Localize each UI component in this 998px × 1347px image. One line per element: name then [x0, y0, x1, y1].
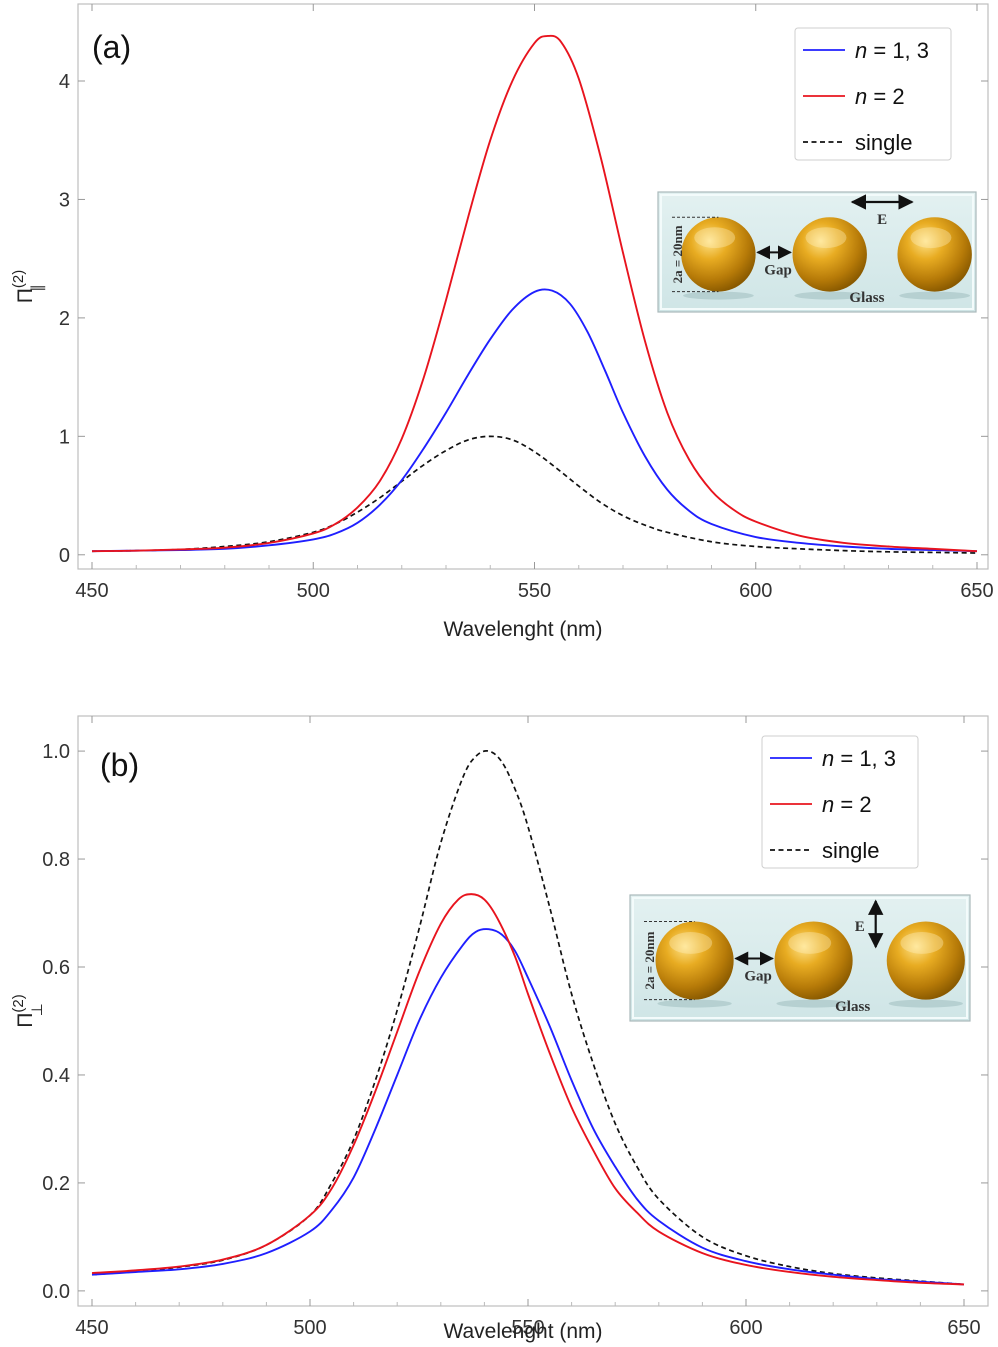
- y-tick-label: 4: [59, 71, 70, 93]
- plot-frame: [77, 3, 989, 570]
- sphere-shadow: [899, 291, 970, 300]
- diameter-label-group: 2a = 20nm: [642, 931, 657, 989]
- chart-panel-b: 450 500 550 600 650 0.0 0.2 0.4 0.6 0.8 1.0 Wavelen…: [10, 715, 989, 1343]
- gold-nanosphere: [655, 921, 734, 1000]
- panel-label: (a): [92, 29, 131, 65]
- sphere-shadow: [888, 999, 963, 1008]
- y-axis-superscript: (2): [10, 270, 27, 288]
- sphere-shadow: [683, 291, 754, 300]
- legend-label-rest: = 1, 3: [867, 38, 929, 63]
- legend-label-rest: single: [855, 130, 912, 155]
- diameter-label: 2a = 20nm: [670, 225, 685, 283]
- series-line-n13: [91, 928, 965, 1286]
- series-line-n13: [91, 288, 978, 553]
- y-tick-label: 0.4: [42, 1065, 70, 1087]
- gold-nanosphere: [774, 921, 853, 1000]
- legend-label: single: [822, 838, 879, 863]
- x-tick-label: 450: [75, 580, 108, 602]
- field-label: E: [877, 212, 887, 228]
- sphere-highlight: [910, 227, 952, 249]
- series-line-n2: [91, 34, 978, 553]
- legend-label-italic: n: [822, 792, 834, 817]
- legend-label-italic: n: [822, 746, 834, 771]
- y-tick-label: 0.6: [42, 957, 70, 979]
- legend-label: n = 2: [822, 792, 872, 817]
- y-tick-label: 1.0: [42, 741, 70, 763]
- y-axis-superscript: (2): [10, 994, 27, 1012]
- legend-box: [794, 27, 952, 161]
- plot-frame: [77, 715, 989, 1307]
- x-tick-label: 550: [511, 1317, 544, 1339]
- gap-label: Gap: [744, 969, 772, 985]
- sphere-highlight: [900, 932, 944, 954]
- x-tick-label: 650: [960, 580, 993, 602]
- y-tick-label: 1: [59, 426, 70, 448]
- x-axis-title: Wavelenght (nm): [443, 618, 602, 641]
- field-label: E: [855, 919, 865, 935]
- y-axis-subscript: ∥: [29, 284, 46, 292]
- y-axis-title-text: Π(2) ∥: [10, 270, 46, 304]
- series-line-single: [91, 435, 978, 554]
- inset-illustration: 2a = 20nm Gap E Glass: [629, 894, 971, 1022]
- x-tick-label: 500: [293, 1317, 326, 1339]
- sphere-highlight: [788, 932, 832, 954]
- legend-label: n = 1, 3: [855, 38, 929, 63]
- x-tick-label: 600: [739, 580, 772, 602]
- legend-label-rest: = 2: [834, 792, 871, 817]
- inset-illustration: 2a = 20nm Gap E Glass: [657, 191, 977, 313]
- x-tick-label: 550: [518, 580, 551, 602]
- y-tick-label: 3: [59, 189, 70, 211]
- y-axis-symbol: Π: [14, 288, 37, 303]
- x-tick-label: 500: [297, 580, 330, 602]
- y-axis-title: Π(2) ⊥: [10, 994, 46, 1028]
- sphere-highlight: [805, 227, 847, 249]
- gold-nanosphere: [897, 217, 972, 292]
- y-tick-label: 0.8: [42, 849, 70, 871]
- y-tick-label: 0: [59, 545, 70, 567]
- legend-label-italic: n: [855, 84, 867, 109]
- series-line-single: [91, 750, 965, 1286]
- gap-label: Gap: [764, 262, 792, 278]
- sphere-highlight: [694, 227, 736, 249]
- chart-panel-a: 450 500 550 600 650 0 1 2 3 4 Wavelenght (nm) Π(2) ∥…: [10, 3, 994, 641]
- gold-nanosphere: [681, 217, 756, 292]
- glass-highlight: [632, 897, 968, 1019]
- substrate-label: Glass: [835, 999, 870, 1015]
- y-tick-label: 0.2: [42, 1173, 70, 1195]
- x-tick-label: 650: [947, 1317, 980, 1339]
- diameter-label: 2a = 20nm: [642, 931, 657, 989]
- legend-label: n = 2: [855, 84, 905, 109]
- gold-nanosphere: [792, 217, 867, 292]
- panel-label: (b): [100, 747, 139, 783]
- x-tick-label: 450: [75, 1317, 108, 1339]
- legend-label-rest: single: [822, 838, 879, 863]
- legend-label-italic: n: [855, 38, 867, 63]
- y-axis-symbol: Π: [14, 1013, 37, 1028]
- legend-label: single: [855, 130, 912, 155]
- gold-nanosphere: [886, 921, 965, 1000]
- y-tick-label: 2: [59, 308, 70, 330]
- diameter-label-group: 2a = 20nm: [670, 225, 685, 283]
- glass-highlight: [660, 194, 974, 310]
- sphere-shadow: [776, 999, 851, 1008]
- legend-box: [761, 735, 919, 869]
- x-tick-label: 600: [729, 1317, 762, 1339]
- y-axis-title-text: Π(2) ⊥: [10, 994, 46, 1028]
- sphere-shadow: [794, 291, 866, 300]
- y-tick-label: 0.0: [42, 1281, 70, 1303]
- legend-label: n = 1, 3: [822, 746, 896, 771]
- sphere-shadow: [657, 999, 732, 1008]
- y-axis-subscript: ⊥: [29, 1003, 46, 1016]
- legend-label-rest: = 1, 3: [834, 746, 896, 771]
- sphere-highlight: [669, 932, 713, 954]
- substrate-label: Glass: [849, 290, 884, 306]
- legend-label-rest: = 2: [867, 84, 904, 109]
- y-axis-title: Π(2) ∥: [10, 270, 46, 304]
- x-axis-title: Wavelenght (nm): [443, 1320, 602, 1343]
- series-line-n2: [91, 893, 965, 1286]
